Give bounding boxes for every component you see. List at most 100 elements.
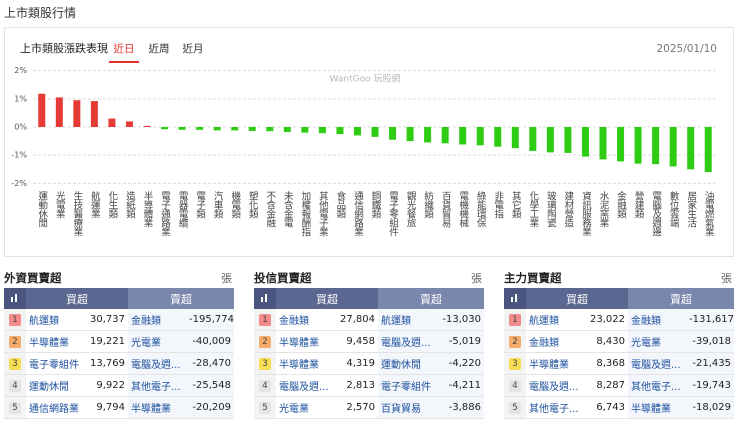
rank-badge: 3 (9, 357, 21, 370)
sell-value: -3,886 (436, 396, 484, 419)
buy-name[interactable]: 金融類 (276, 309, 334, 331)
tab[interactable]: 近月 (183, 43, 204, 55)
bar (125, 121, 133, 127)
rank-badge: 2 (509, 335, 521, 348)
x-tick-label: 非電指 (492, 190, 504, 219)
sell-value: -39,018 (686, 330, 734, 353)
bar (196, 127, 204, 130)
y-tick-label: 1% (14, 94, 27, 103)
bar (301, 127, 309, 133)
buy-name[interactable]: 金融類 (526, 330, 584, 353)
x-tick-label: 電子通路業 (159, 191, 171, 237)
table-row: 1 航運類 23,022 金融類 -131,617 (504, 309, 734, 331)
sell-name[interactable]: 其他電子... (128, 374, 186, 397)
buy-name[interactable]: 運動休閒 (26, 374, 84, 397)
x-tick-label: 電腦及週邊 (650, 191, 662, 237)
bar (213, 127, 221, 131)
table-header: 外資買賣超 張 (4, 270, 234, 288)
x-tick-label: 生技醫療業 (71, 190, 83, 237)
rank-badge: 5 (509, 401, 521, 414)
sell-name[interactable]: 金融類 (628, 309, 686, 331)
buy-name[interactable]: 航運類 (26, 309, 84, 331)
buy-name[interactable]: 通信網路業 (26, 396, 84, 419)
sell-name[interactable]: 電腦及週... (128, 352, 186, 375)
table-panel: 外資買賣超張買超 賣超 1 航運類 30,737 金融類 -195,774 2 半導體業 19,2… (4, 270, 234, 419)
bar (406, 127, 414, 142)
sell-name[interactable]: 百貨貿易 (378, 396, 436, 419)
buy-name[interactable]: 半導體業 (276, 352, 334, 375)
header-row: 買超 賣超 (4, 288, 234, 309)
sell-name[interactable]: 光電業 (128, 330, 186, 353)
sell-name[interactable]: 電子零組件 (378, 374, 436, 397)
x-tick-label: 不含金融 (264, 191, 276, 228)
buy-name[interactable]: 半導體業 (276, 330, 334, 353)
buy-value: 8,430 (584, 330, 628, 353)
buy-name[interactable]: 航運類 (526, 309, 584, 331)
table: 買超 賣超 1 航運類 30,737 金融類 -195,774 2 半導體業 19,221 光電業 -… (4, 288, 234, 419)
bar (494, 127, 502, 147)
rank-cell: 3 (504, 352, 526, 375)
sell-name[interactable]: 半導體業 (628, 396, 686, 419)
buy-name[interactable]: 電腦及週... (526, 374, 584, 397)
bar (389, 127, 397, 140)
sell-value: -18,029 (686, 396, 734, 419)
tab[interactable]: 近日 (114, 43, 135, 55)
buy-name[interactable]: 半導體業 (526, 352, 584, 375)
table-unit: 張 (721, 272, 732, 285)
bar (336, 127, 344, 135)
bar (108, 118, 116, 127)
bar (476, 127, 484, 146)
chart-icon (11, 294, 17, 302)
bar (266, 127, 274, 132)
buy-name[interactable]: 半導體業 (26, 330, 84, 353)
y-tick-label: 0% (14, 123, 27, 132)
sell-name[interactable]: 航運類 (378, 309, 436, 331)
buy-header: 買超 (276, 288, 378, 309)
bar (90, 101, 98, 127)
x-tick-label: 綠能環保 (475, 190, 487, 228)
rank-badge: 2 (259, 335, 271, 348)
buy-value: 8,287 (584, 374, 628, 397)
x-tick-label: 電子零組件 (387, 191, 399, 237)
tab[interactable]: 近周 (149, 43, 170, 55)
buy-value: 6,743 (584, 396, 628, 419)
buy-name[interactable]: 電子零組件 (26, 352, 84, 375)
sell-name[interactable]: 運動休閒 (378, 352, 436, 375)
rank-cell: 5 (254, 396, 276, 419)
rank-badge: 3 (509, 357, 521, 370)
buy-header: 買超 (526, 288, 628, 309)
buy-value: 13,769 (84, 352, 128, 375)
rank-badge: 5 (259, 401, 271, 414)
sell-value: -13,030 (436, 309, 484, 331)
sell-name[interactable]: 光電業 (628, 330, 686, 353)
x-tick-label: 光電業 (54, 190, 66, 219)
buy-name[interactable]: 電腦及週... (276, 374, 334, 397)
buy-value: 8,368 (584, 352, 628, 375)
sell-name[interactable]: 半導體業 (128, 396, 186, 419)
buy-value: 2,570 (334, 396, 378, 419)
sell-value: -25,548 (186, 374, 234, 397)
x-tick-label: 汽車類 (212, 190, 224, 219)
sell-name[interactable]: 金融類 (128, 309, 186, 331)
x-tick-label: 造紙類 (124, 190, 136, 219)
x-tick-label: 其他電子業 (317, 191, 329, 237)
sell-name[interactable]: 其他電子... (628, 374, 686, 397)
x-tick-label: 百貨貿易 (440, 191, 452, 228)
x-tick-label: 食品類 (334, 190, 346, 219)
table-title: 投信買賣超 (254, 271, 312, 285)
buy-name[interactable]: 其他電子... (526, 396, 584, 419)
buy-name[interactable]: 光電業 (276, 396, 334, 419)
table-row: 5 光電業 2,570 百貨貿易 -3,886 (254, 396, 484, 419)
x-tick-label: 營建類 (633, 190, 645, 219)
sell-value: -28,470 (186, 352, 234, 375)
sell-name[interactable]: 電腦及週... (628, 352, 686, 375)
x-tick-label: 電機機械 (457, 191, 469, 228)
sell-value: -131,617 (686, 309, 734, 331)
bar (704, 127, 712, 173)
sell-value: -19,743 (686, 374, 734, 397)
bar (38, 93, 46, 127)
rank-cell: 3 (254, 352, 276, 375)
sell-header: 賣超 (128, 288, 234, 309)
table-row: 4 運動休閒 9,922 其他電子... -25,548 (4, 374, 234, 397)
sell-name[interactable]: 電腦及週... (378, 330, 436, 353)
